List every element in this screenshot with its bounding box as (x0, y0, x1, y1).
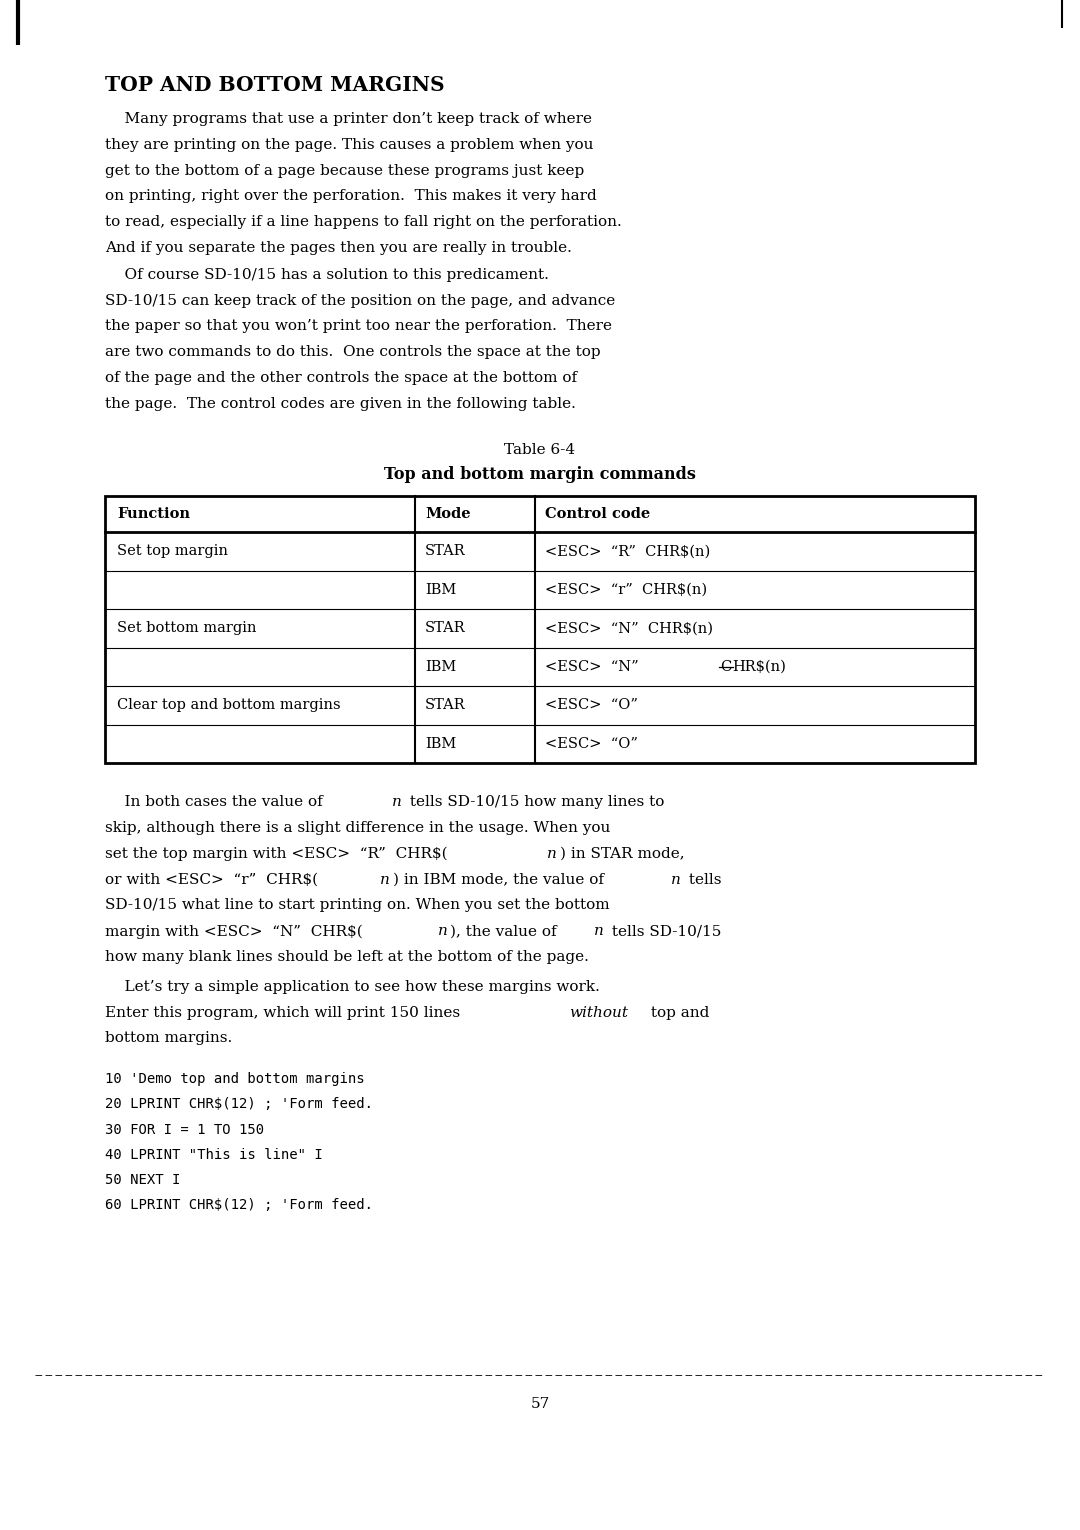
Text: Table 6-4: Table 6-4 (504, 442, 576, 456)
Text: Let’s try a simple application to see how these margins work.: Let’s try a simple application to see ho… (105, 979, 599, 995)
Text: <ESC>  “N”  CHR$(n): <ESC> “N” CHR$(n) (545, 621, 713, 635)
Text: tells: tells (684, 872, 721, 886)
Text: 50 NEXT I: 50 NEXT I (105, 1174, 180, 1187)
Text: Control code: Control code (545, 508, 650, 522)
Text: n: n (672, 872, 681, 886)
Text: IBM: IBM (426, 737, 456, 751)
Text: <ESC>  “N”: <ESC> “N” (545, 659, 648, 673)
Text: tells SD-10/15 how many lines to: tells SD-10/15 how many lines to (405, 796, 664, 809)
Text: the page.  The control codes are given in the following table.: the page. The control codes are given in… (105, 396, 576, 410)
Text: margin with <ESC>  “N”  CHR$(: margin with <ESC> “N” CHR$( (105, 924, 363, 938)
Text: are two commands to do this.  One controls the space at the top: are two commands to do this. One control… (105, 346, 600, 360)
Text: In both cases the value of: In both cases the value of (105, 796, 327, 809)
Text: 40 LPRINT "This is line" I: 40 LPRINT "This is line" I (105, 1148, 323, 1161)
Text: HR$(n): HR$(n) (732, 659, 786, 673)
Text: tells SD-10/15: tells SD-10/15 (607, 924, 721, 938)
Text: 60 LPRINT CHR$(12) ; 'Form feed.: 60 LPRINT CHR$(12) ; 'Form feed. (105, 1198, 373, 1212)
Text: <ESC>  “r”  CHR$(n): <ESC> “r” CHR$(n) (545, 583, 707, 597)
Text: without: without (569, 1005, 629, 1019)
Text: n: n (594, 924, 604, 938)
Text: on printing, right over the perforation.  This makes it very hard: on printing, right over the perforation.… (105, 190, 597, 203)
Text: IBM: IBM (426, 659, 456, 673)
Text: STAR: STAR (426, 699, 465, 713)
Text: Many programs that use a printer don’t keep track of where: Many programs that use a printer don’t k… (105, 112, 592, 125)
Text: get to the bottom of a page because these programs just keep: get to the bottom of a page because thes… (105, 164, 584, 177)
Text: TOP AND BOTTOM MARGINS: TOP AND BOTTOM MARGINS (105, 75, 445, 95)
Text: Function: Function (117, 508, 190, 522)
Text: Of course SD-10/15 has a solution to this predicament.: Of course SD-10/15 has a solution to thi… (105, 268, 549, 282)
Text: ) in STAR mode,: ) in STAR mode, (559, 846, 685, 861)
Text: C: C (720, 659, 731, 673)
Text: top and: top and (646, 1005, 710, 1019)
Text: n: n (548, 846, 557, 861)
Text: STAR: STAR (426, 545, 465, 558)
Bar (105, 496, 975, 763)
Text: n: n (380, 872, 390, 886)
Text: Set bottom margin: Set bottom margin (117, 621, 257, 635)
Text: of the page and the other controls the space at the bottom of: of the page and the other controls the s… (105, 370, 577, 386)
Text: Mode: Mode (426, 508, 471, 522)
Text: the paper so that you won’t print too near the perforation.  There: the paper so that you won’t print too ne… (105, 320, 612, 334)
Text: or with <ESC>  “r”  CHR$(: or with <ESC> “r” CHR$( (105, 872, 319, 886)
Text: <ESC>  “O”: <ESC> “O” (545, 737, 638, 751)
Text: set the top margin with <ESC>  “R”  CHR$(: set the top margin with <ESC> “R” CHR$( (105, 846, 447, 861)
Text: to read, especially if a line happens to fall right on the perforation.: to read, especially if a line happens to… (105, 216, 622, 230)
Text: SD-10/15 what line to start printing on. When you set the bottom: SD-10/15 what line to start printing on.… (105, 898, 609, 912)
Text: SD-10/15 can keep track of the position on the page, and advance: SD-10/15 can keep track of the position … (105, 294, 616, 308)
Text: how many blank lines should be left at the bottom of the page.: how many blank lines should be left at t… (105, 950, 589, 964)
Text: Top and bottom margin commands: Top and bottom margin commands (384, 467, 696, 483)
Text: 10 'Demo top and bottom margins: 10 'Demo top and bottom margins (105, 1073, 365, 1086)
Text: skip, although there is a slight difference in the usage. When you: skip, although there is a slight differe… (105, 822, 610, 835)
Text: they are printing on the page. This causes a problem when you: they are printing on the page. This caus… (105, 138, 594, 151)
Text: n: n (392, 796, 402, 809)
Text: IBM: IBM (426, 583, 456, 597)
Text: 20 LPRINT CHR$(12) ; 'Form feed.: 20 LPRINT CHR$(12) ; 'Form feed. (105, 1097, 373, 1111)
Text: bottom margins.: bottom margins. (105, 1031, 232, 1045)
Text: <ESC>  “R”  CHR$(n): <ESC> “R” CHR$(n) (545, 545, 711, 558)
Text: ), the value of: ), the value of (450, 924, 562, 938)
Text: Enter this program, which will print 150 lines: Enter this program, which will print 150… (105, 1005, 465, 1019)
Text: STAR: STAR (426, 621, 465, 635)
Text: Clear top and bottom margins: Clear top and bottom margins (117, 699, 340, 713)
Text: ) in IBM mode, the value of: ) in IBM mode, the value of (393, 872, 609, 886)
Text: And if you separate the pages then you are really in trouble.: And if you separate the pages then you a… (105, 242, 572, 256)
Text: n: n (437, 924, 447, 938)
Text: Set top margin: Set top margin (117, 545, 228, 558)
Text: <ESC>  “O”: <ESC> “O” (545, 699, 638, 713)
Text: 30 FOR I = 1 TO 150: 30 FOR I = 1 TO 150 (105, 1123, 265, 1137)
Text: 57: 57 (530, 1397, 550, 1411)
